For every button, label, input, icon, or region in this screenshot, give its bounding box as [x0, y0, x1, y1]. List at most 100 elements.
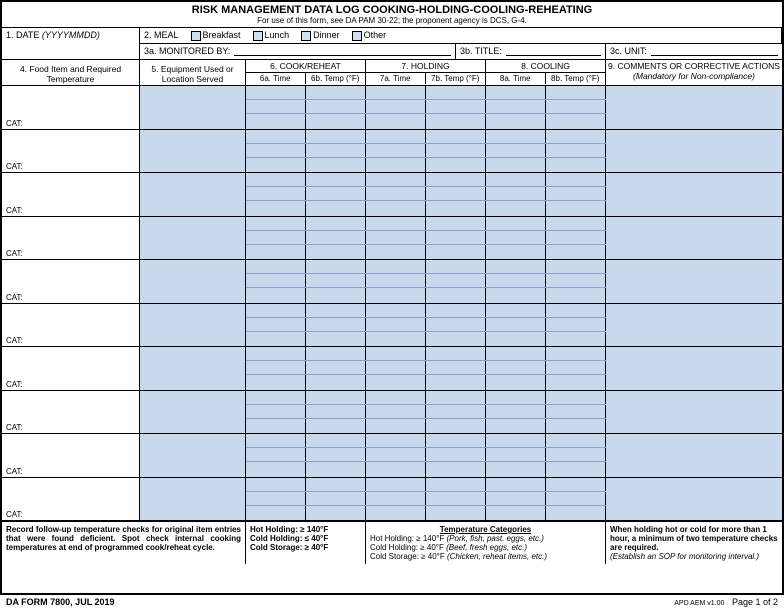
temp-cell[interactable] — [486, 391, 546, 404]
equip-cell[interactable] — [140, 86, 246, 129]
food-cell[interactable]: CAT: — [2, 304, 140, 347]
temp-cell[interactable] — [246, 114, 306, 128]
temp-cell[interactable] — [246, 347, 306, 360]
temp-cell[interactable] — [486, 492, 546, 505]
temp-cell[interactable] — [546, 506, 606, 520]
temp-cell[interactable] — [366, 347, 426, 360]
temp-cell[interactable] — [426, 462, 486, 476]
date-field[interactable]: 1. DATE (YYYYMMDD) — [2, 28, 140, 60]
temp-cell[interactable] — [366, 187, 426, 200]
temp-cell[interactable] — [426, 492, 486, 505]
temp-cell[interactable] — [426, 144, 486, 157]
food-cell[interactable]: CAT: — [2, 217, 140, 260]
temp-cell[interactable] — [426, 86, 486, 99]
temp-cell[interactable] — [246, 318, 306, 331]
temp-cell[interactable] — [546, 391, 606, 404]
temp-cell[interactable] — [426, 231, 486, 244]
temp-cell[interactable] — [546, 114, 606, 128]
temp-cell[interactable] — [306, 158, 366, 172]
cb-dinner[interactable]: Dinner — [301, 30, 340, 41]
temp-cell[interactable] — [306, 274, 366, 287]
comments-cell[interactable] — [606, 304, 782, 347]
temp-cell[interactable] — [486, 100, 546, 113]
temp-cell[interactable] — [426, 361, 486, 374]
temp-cell[interactable] — [486, 173, 546, 186]
temp-cell[interactable] — [366, 114, 426, 128]
temp-cell[interactable] — [306, 405, 366, 418]
temp-cell[interactable] — [486, 375, 546, 389]
comments-cell[interactable] — [606, 434, 782, 477]
temp-cell[interactable] — [246, 462, 306, 476]
temp-cell[interactable] — [306, 318, 366, 331]
temp-cell[interactable] — [246, 201, 306, 215]
temp-cell[interactable] — [426, 187, 486, 200]
title-3b[interactable]: 3b. TITLE: — [456, 44, 606, 59]
equip-cell[interactable] — [140, 260, 246, 303]
temp-cell[interactable] — [426, 448, 486, 461]
temp-cell[interactable] — [486, 114, 546, 128]
temp-cell[interactable] — [246, 100, 306, 113]
temp-cell[interactable] — [546, 478, 606, 491]
equip-cell[interactable] — [140, 173, 246, 216]
temp-cell[interactable] — [426, 391, 486, 404]
temp-cell[interactable] — [486, 434, 546, 447]
temp-cell[interactable] — [306, 391, 366, 404]
temp-cell[interactable] — [246, 158, 306, 172]
temp-cell[interactable] — [426, 173, 486, 186]
temp-cell[interactable] — [306, 448, 366, 461]
temp-cell[interactable] — [546, 492, 606, 505]
temp-cell[interactable] — [486, 158, 546, 172]
temp-cell[interactable] — [486, 201, 546, 215]
temp-cell[interactable] — [546, 86, 606, 99]
temp-cell[interactable] — [306, 114, 366, 128]
temp-cell[interactable] — [306, 434, 366, 447]
temp-cell[interactable] — [486, 86, 546, 99]
temp-cell[interactable] — [366, 448, 426, 461]
temp-cell[interactable] — [246, 448, 306, 461]
temp-cell[interactable] — [306, 201, 366, 215]
equip-cell[interactable] — [140, 304, 246, 347]
temp-cell[interactable] — [366, 231, 426, 244]
temp-cell[interactable] — [426, 332, 486, 346]
temp-cell[interactable] — [546, 217, 606, 230]
temp-cell[interactable] — [546, 318, 606, 331]
temp-cell[interactable] — [546, 419, 606, 433]
temp-cell[interactable] — [426, 478, 486, 491]
temp-cell[interactable] — [366, 332, 426, 346]
temp-cell[interactable] — [426, 419, 486, 433]
temp-cell[interactable] — [306, 260, 366, 273]
temp-cell[interactable] — [246, 361, 306, 374]
equip-cell[interactable] — [140, 434, 246, 477]
comments-cell[interactable] — [606, 173, 782, 216]
equip-cell[interactable] — [140, 130, 246, 173]
temp-cell[interactable] — [366, 361, 426, 374]
temp-cell[interactable] — [246, 130, 306, 143]
temp-cell[interactable] — [486, 347, 546, 360]
temp-cell[interactable] — [306, 332, 366, 346]
temp-cell[interactable] — [246, 506, 306, 520]
equip-cell[interactable] — [140, 217, 246, 260]
temp-cell[interactable] — [246, 231, 306, 244]
temp-cell[interactable] — [486, 448, 546, 461]
temp-cell[interactable] — [546, 274, 606, 287]
food-cell[interactable]: CAT: — [2, 391, 140, 434]
temp-cell[interactable] — [546, 201, 606, 215]
equip-cell[interactable] — [140, 347, 246, 390]
temp-cell[interactable] — [486, 405, 546, 418]
temp-cell[interactable] — [246, 173, 306, 186]
temp-cell[interactable] — [486, 231, 546, 244]
temp-cell[interactable] — [426, 304, 486, 317]
food-cell[interactable]: CAT: — [2, 260, 140, 303]
temp-cell[interactable] — [366, 158, 426, 172]
temp-cell[interactable] — [306, 361, 366, 374]
temp-cell[interactable] — [366, 419, 426, 433]
equip-cell[interactable] — [140, 391, 246, 434]
temp-cell[interactable] — [486, 144, 546, 157]
temp-cell[interactable] — [546, 231, 606, 244]
temp-cell[interactable] — [426, 158, 486, 172]
temp-cell[interactable] — [306, 231, 366, 244]
temp-cell[interactable] — [426, 260, 486, 273]
temp-cell[interactable] — [246, 217, 306, 230]
temp-cell[interactable] — [246, 434, 306, 447]
temp-cell[interactable] — [366, 288, 426, 302]
